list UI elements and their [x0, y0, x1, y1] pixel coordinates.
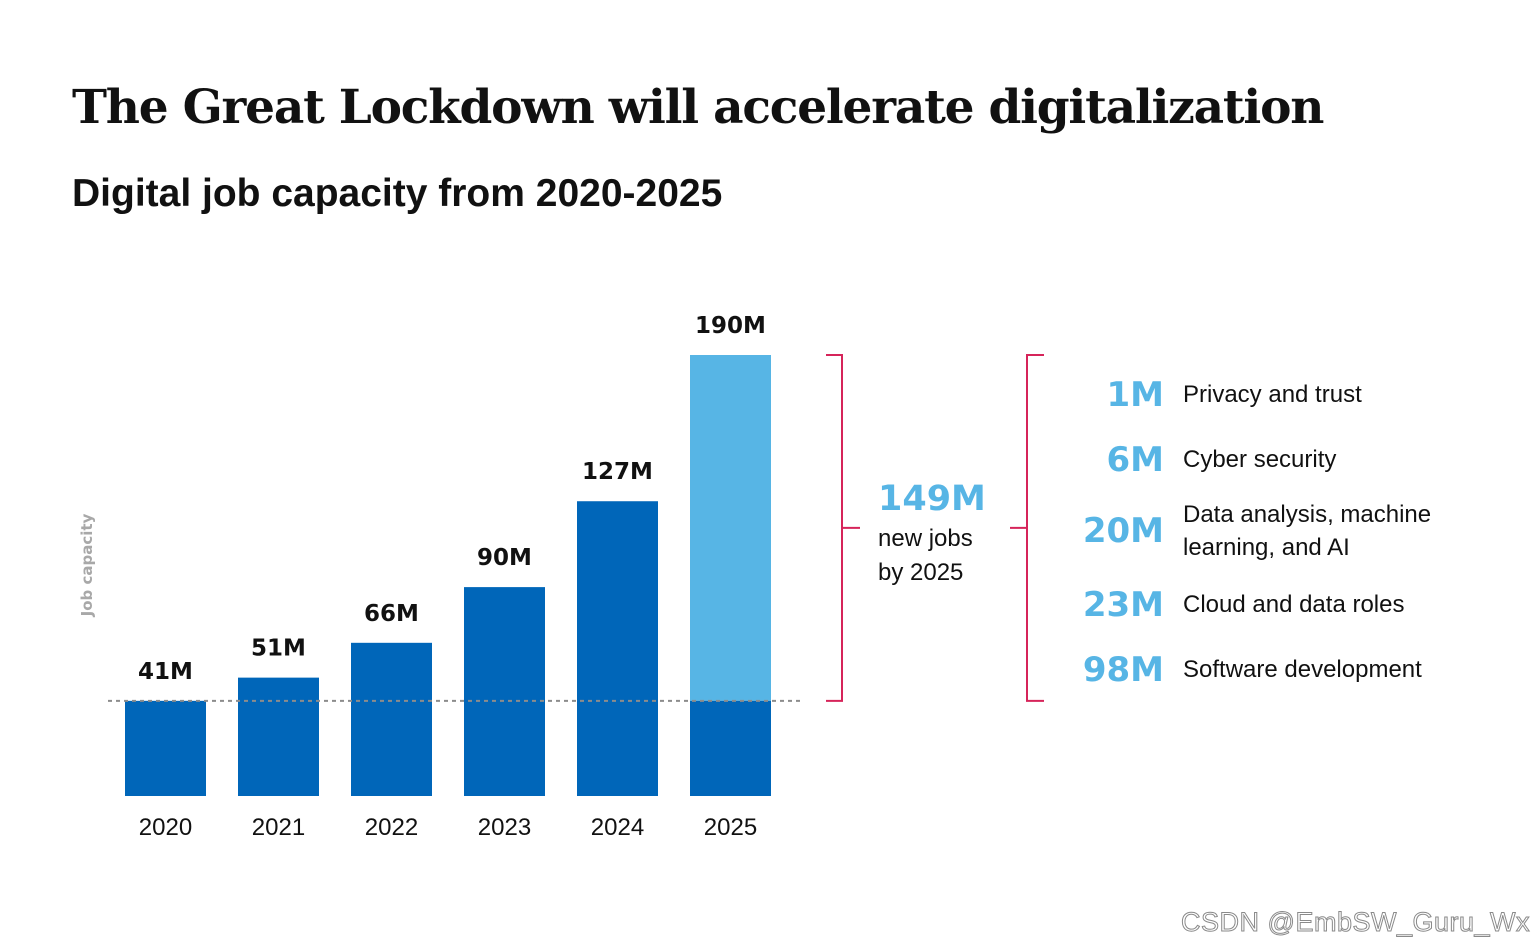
- bar-value-label: 66M: [364, 601, 419, 627]
- x-tick-label: 2023: [478, 814, 531, 841]
- breakdown-label: Cloud and data roles: [1183, 591, 1405, 618]
- watermark: CSDN @EmbSW_Guru_Wx: [1181, 907, 1530, 938]
- new-jobs-value: 149M: [878, 479, 986, 519]
- breakdown-value: 1M: [1106, 375, 1165, 415]
- breakdown-value: 20M: [1082, 511, 1164, 551]
- bar-value-label: 190M: [695, 313, 766, 339]
- bar-value-label: 51M: [251, 636, 306, 662]
- chart-title: The Great Lockdown will accelerate digit…: [72, 80, 1324, 135]
- x-tick-label: 2025: [704, 814, 757, 841]
- chart-subtitle: Digital job capacity from 2020-2025: [72, 172, 723, 215]
- x-tick-label: 2024: [591, 814, 644, 841]
- bar-value-label: 127M: [582, 459, 653, 485]
- bar-2024: [577, 501, 658, 796]
- bar-2025-base: [690, 700, 771, 796]
- breakdown-label: Privacy and trust: [1183, 381, 1362, 408]
- bar-value-label: 90M: [477, 545, 532, 571]
- breakdown-label: Cyber security: [1183, 446, 1337, 473]
- new-jobs-label-line2: by 2025: [878, 559, 963, 586]
- x-tick-label: 2021: [252, 814, 305, 841]
- bars-layer: [125, 355, 771, 796]
- bar-2020: [125, 700, 206, 796]
- breakdown-value: 23M: [1082, 585, 1164, 625]
- bar-2022: [351, 642, 432, 796]
- bar-2023: [464, 587, 545, 796]
- x-tick-label: 2022: [365, 814, 418, 841]
- labels-layer: 41M 2020 51M 2021 66M 2022 90M 2023 127M 2024 190M…: [138, 313, 766, 841]
- bar-value-label: 41M: [138, 659, 193, 685]
- breakdown-value: 98M: [1082, 650, 1164, 690]
- y-axis-label: Job capacity: [78, 513, 96, 617]
- breakdown-value: 6M: [1106, 440, 1165, 480]
- bracket-new-jobs: [826, 354, 860, 702]
- bar-2025-new-jobs: [690, 355, 771, 701]
- breakdown-label: Software development: [1183, 656, 1422, 683]
- bar-2021: [238, 677, 319, 796]
- new-jobs-label-line1: new jobs: [878, 525, 973, 552]
- x-tick-label: 2020: [139, 814, 192, 841]
- bracket-breakdown: [1010, 354, 1044, 702]
- breakdown-label: Data analysis, machine learning, and AI: [1183, 501, 1432, 561]
